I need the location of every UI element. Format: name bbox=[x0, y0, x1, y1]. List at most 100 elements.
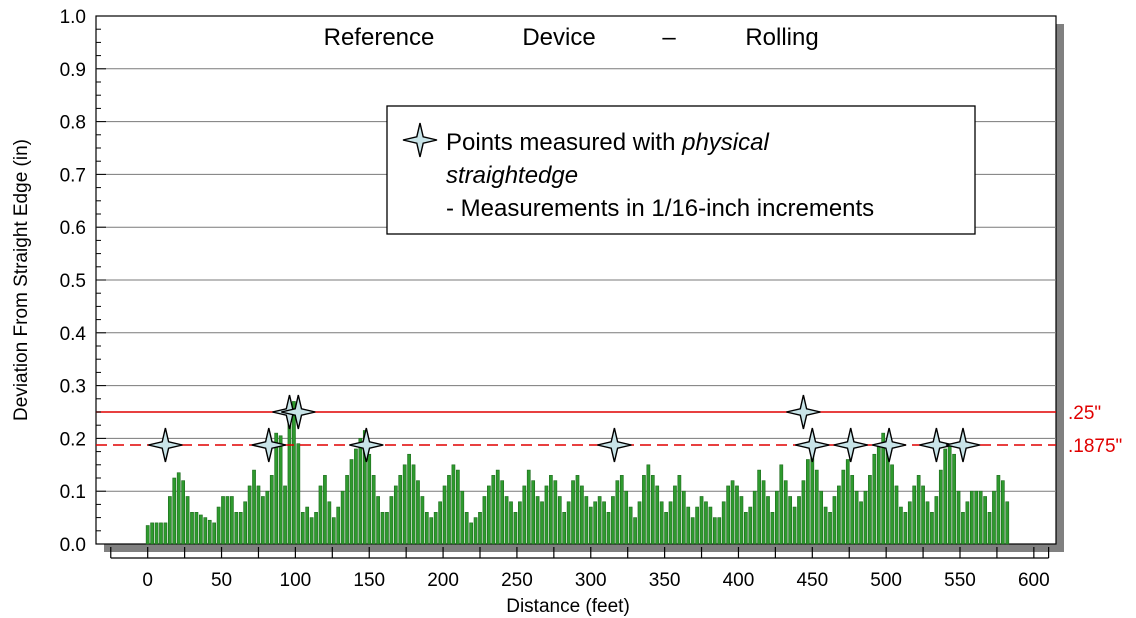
bar-157 bbox=[841, 469, 846, 545]
bar-6 bbox=[172, 477, 177, 545]
title-word-1: Reference bbox=[324, 24, 435, 51]
bar-158 bbox=[845, 459, 850, 545]
bar-3 bbox=[159, 522, 163, 545]
bar-103 bbox=[602, 501, 606, 545]
bar-29 bbox=[274, 432, 279, 545]
bar-87 bbox=[531, 480, 536, 545]
x-tick-label-11: 550 bbox=[944, 570, 976, 591]
bar-137 bbox=[752, 490, 757, 545]
bar-102 bbox=[597, 496, 602, 545]
bar-188 bbox=[978, 490, 983, 545]
bar-88 bbox=[535, 496, 540, 545]
bar-63 bbox=[424, 512, 429, 545]
marker-point-11 bbox=[945, 427, 981, 463]
bar-24 bbox=[252, 469, 256, 545]
marker-point-1 bbox=[251, 427, 286, 463]
bar-11 bbox=[194, 512, 199, 545]
bar-27 bbox=[265, 490, 270, 545]
bar-72 bbox=[464, 512, 469, 545]
bar-1 bbox=[150, 522, 154, 545]
bar-164 bbox=[872, 453, 877, 545]
bar-4 bbox=[163, 522, 168, 545]
bar-151 bbox=[814, 469, 819, 545]
bar-116 bbox=[659, 501, 664, 545]
bar-123 bbox=[690, 517, 695, 545]
bar-78 bbox=[491, 475, 496, 545]
bar-65 bbox=[433, 512, 438, 545]
bar-150 bbox=[810, 448, 815, 545]
bar-94 bbox=[562, 512, 567, 545]
bar-101 bbox=[593, 501, 598, 545]
bar-12 bbox=[199, 514, 203, 545]
chart-title: Reference Device – Rolling bbox=[324, 24, 819, 51]
bar-0 bbox=[145, 525, 150, 545]
bar-191 bbox=[992, 490, 996, 545]
marker-point-10 bbox=[919, 427, 954, 463]
bar-135 bbox=[743, 512, 748, 545]
y-axis-title: Deviation From Straight Edge (in) bbox=[11, 139, 32, 421]
bar-113 bbox=[646, 464, 651, 545]
bar-169 bbox=[894, 485, 899, 545]
bar-51 bbox=[371, 475, 376, 545]
legend: Points measured with physical straighted… bbox=[386, 105, 976, 235]
bar-149 bbox=[806, 459, 810, 545]
bar-54 bbox=[385, 512, 389, 545]
marker-point-6 bbox=[786, 394, 821, 430]
bar-140 bbox=[766, 496, 770, 545]
bar-131 bbox=[726, 485, 730, 545]
legend-line-3: - Measurements in 1/16-inch increments bbox=[446, 195, 874, 222]
y-tick-label-7: 0.7 bbox=[60, 165, 86, 186]
bar-40 bbox=[323, 475, 327, 545]
bar-142 bbox=[775, 490, 779, 545]
bar-7 bbox=[176, 472, 181, 545]
bar-110 bbox=[633, 517, 637, 545]
bar-99 bbox=[584, 496, 589, 545]
bar-129 bbox=[717, 517, 722, 545]
bar-111 bbox=[637, 501, 642, 545]
y-tick-label-1: 0.1 bbox=[60, 482, 86, 503]
bar-53 bbox=[380, 512, 385, 545]
bar-176 bbox=[925, 501, 930, 545]
bar-49 bbox=[362, 430, 367, 545]
x-tick-label-10: 500 bbox=[870, 570, 902, 591]
x-tick-label-3: 150 bbox=[353, 570, 385, 591]
bar-143 bbox=[779, 464, 784, 545]
y-tick-label-4: 0.4 bbox=[60, 324, 87, 345]
bar-163 bbox=[868, 475, 872, 545]
legend-line-1-italic: physical bbox=[681, 129, 769, 156]
bar-56 bbox=[393, 485, 398, 545]
bar-83 bbox=[513, 512, 518, 545]
title-word-2: Device bbox=[522, 24, 595, 51]
bar-121 bbox=[681, 490, 686, 545]
bar-119 bbox=[673, 485, 677, 545]
bar-189 bbox=[983, 496, 987, 545]
bar-141 bbox=[770, 512, 775, 545]
bar-89 bbox=[540, 501, 544, 545]
bar-2 bbox=[154, 522, 159, 545]
bar-21 bbox=[238, 512, 243, 545]
bar-37 bbox=[309, 517, 314, 545]
bar-67 bbox=[442, 485, 447, 545]
bar-45 bbox=[345, 475, 349, 545]
bar-145 bbox=[788, 496, 793, 545]
y-tick-label-2: 0.2 bbox=[60, 429, 86, 450]
bar-5 bbox=[167, 496, 172, 545]
bar-170 bbox=[899, 506, 903, 545]
bar-127 bbox=[708, 506, 713, 545]
bar-42 bbox=[331, 517, 336, 545]
marker-point-8 bbox=[833, 427, 868, 463]
bar-96 bbox=[571, 480, 575, 545]
x-tick-label-12: 600 bbox=[1018, 570, 1050, 591]
bar-95 bbox=[566, 501, 571, 545]
bar-182 bbox=[952, 453, 956, 545]
bar-125 bbox=[699, 496, 704, 545]
bar-185 bbox=[965, 501, 970, 545]
bar-166 bbox=[881, 432, 886, 545]
bar-58 bbox=[402, 464, 407, 545]
bar-35 bbox=[300, 512, 305, 545]
bar-64 bbox=[429, 517, 434, 545]
bar-156 bbox=[837, 485, 841, 545]
bar-136 bbox=[748, 506, 753, 545]
y-tick-label-8: 0.8 bbox=[60, 113, 86, 134]
bar-85 bbox=[522, 485, 527, 545]
